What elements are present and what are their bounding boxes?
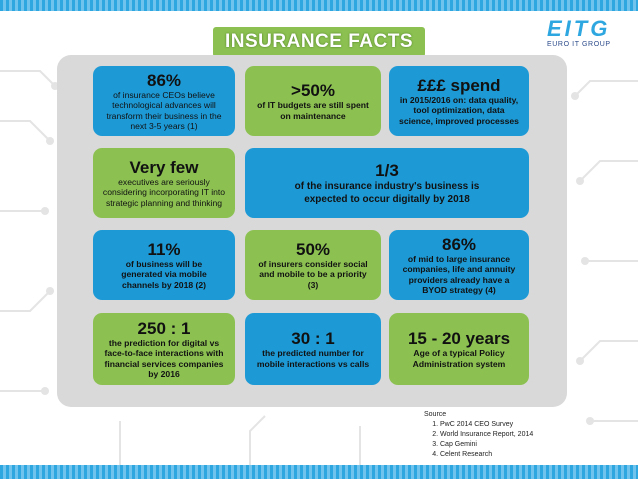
fact-figure: 86% [146, 70, 182, 90]
fact-figure: >50% [291, 81, 335, 101]
fact-text: of insurance CEOs believe technological … [106, 89, 222, 131]
fact-text: Age of a typical Policy Administration s… [412, 348, 506, 369]
fact-card-mobile-vs-calls: 30 : 1 the predicted number for mobile i… [245, 313, 381, 385]
fact-figure: Very few [129, 157, 199, 177]
fact-card-spend: £££ spend in 2015/2016 on: data quality,… [389, 66, 529, 136]
source-item: PwC 2014 CEO Survey [440, 420, 584, 430]
fact-card-digital-business: 1/3 of the insurance industry's business… [245, 148, 529, 218]
page-title: INSURANCE FACTS [213, 27, 425, 57]
source-list: Source PwC 2014 CEO Survey World Insuran… [424, 410, 584, 460]
logo-subtitle: EURO IT GROUP [547, 41, 611, 48]
top-stripe [0, 0, 638, 11]
fact-text: the predicted number for mobile interact… [256, 348, 370, 369]
fact-figure: £££ spend [417, 75, 501, 95]
fact-card-mobile-channels: 11% of business will be generated via mo… [93, 230, 235, 300]
fact-card-digital-vs-face: 250 : 1 the prediction for digital vs fa… [93, 313, 235, 385]
fact-text: the prediction for digital vs face-to-fa… [104, 337, 224, 379]
fact-text: executives are seriously considering inc… [102, 176, 226, 208]
company-logo: EITG EURO IT GROUP [547, 18, 627, 50]
fact-figure: 250 : 1 [137, 318, 191, 338]
fact-figure: 86% [441, 234, 477, 254]
fact-text: of business will be generated via mobile… [121, 258, 207, 290]
fact-figure: 11% [147, 239, 181, 259]
source-item: Celent Research [440, 450, 584, 460]
fact-figure: 15 - 20 years [407, 329, 511, 349]
fact-card-social-mobile: 50% of insurers consider social and mobi… [245, 230, 381, 300]
fact-text: of insurers consider social and mobile t… [258, 258, 368, 290]
fact-card-byod: 86% of mid to large insurance companies,… [389, 230, 529, 300]
fact-text: of the insurance industry's business is … [294, 180, 480, 205]
fact-card-policy-system: 15 - 20 years Age of a typical Policy Ad… [389, 313, 529, 385]
source-items: PwC 2014 CEO Survey World Insurance Repo… [424, 420, 584, 460]
bottom-stripe [0, 465, 638, 479]
fact-text: in 2015/2016 on: data quality, tool opti… [399, 94, 519, 126]
logo-mark: EITG [547, 16, 611, 41]
fact-text: of IT budgets are still spent on mainten… [257, 100, 369, 121]
source-heading: Source [424, 411, 447, 418]
fact-card-very-few: Very few executives are seriously consid… [93, 148, 235, 218]
fact-figure: 30 : 1 [291, 329, 335, 349]
source-item: Cap Gemini [440, 440, 584, 450]
fact-card-it-budgets: >50% of IT budgets are still spent on ma… [245, 66, 381, 136]
fact-figure: 1/3 [375, 160, 399, 180]
source-item: World Insurance Report, 2014 [440, 430, 584, 440]
fact-text: of mid to large insurance companies, lif… [402, 253, 516, 295]
fact-card-ceo-belief: 86% of insurance CEOs believe technologi… [93, 66, 235, 136]
fact-figure: 50% [295, 239, 331, 259]
